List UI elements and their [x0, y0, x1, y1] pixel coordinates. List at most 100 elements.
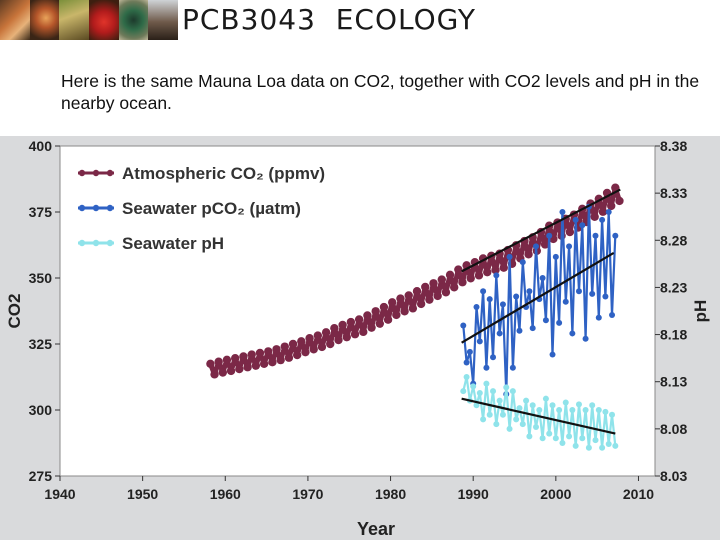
atmospheric-trend-line — [461, 188, 621, 273]
y-tick-label: 325 — [29, 336, 53, 352]
data-point-pco2 — [483, 364, 490, 371]
y-tick-label: 300 — [29, 402, 53, 418]
data-point-atmospheric — [590, 212, 599, 221]
data-point-atmospheric — [218, 368, 227, 377]
data-point-pco2 — [546, 232, 553, 239]
x-tick-label: 1970 — [292, 486, 323, 502]
data-point-atmospheric — [359, 327, 368, 337]
data-point-atmospheric — [259, 359, 269, 368]
y-axis-right-label: pH — [691, 300, 710, 323]
data-point-atmospheric — [371, 307, 380, 316]
data-point-pco2 — [499, 301, 506, 308]
data-point-atmospheric — [235, 364, 244, 374]
data-point-atmospheric — [429, 279, 438, 288]
data-point-ph — [460, 388, 467, 395]
data-point-atmospheric — [367, 323, 376, 332]
x-tick-label: 1960 — [210, 486, 241, 502]
data-point-pco2 — [529, 325, 536, 332]
data-point-ph — [526, 433, 533, 440]
data-point-atmospheric — [458, 278, 467, 287]
data-point-atmospheric — [239, 352, 248, 361]
data-point-atmospheric — [214, 357, 223, 366]
data-point-atmospheric — [313, 331, 323, 340]
data-point-ph — [509, 388, 516, 395]
course-title: PCB3043 ECOLOGY — [182, 3, 477, 36]
data-point-atmospheric — [491, 265, 500, 275]
data-point-atmospheric — [425, 295, 434, 304]
legend-swatch-dot — [92, 239, 100, 247]
insect-photo — [59, 0, 90, 40]
data-point-ph — [579, 435, 586, 442]
data-point-pco2 — [572, 216, 579, 223]
data-point-atmospheric — [297, 337, 306, 346]
data-point-pco2 — [513, 293, 520, 300]
data-point-atmospheric — [309, 345, 318, 354]
x-tick-label: 2000 — [540, 486, 571, 502]
data-point-ph — [463, 374, 470, 380]
y-right-tick-label: 8.28 — [660, 232, 687, 248]
frog-photo — [89, 0, 119, 40]
data-point-ph — [499, 411, 506, 418]
x-tick-label: 1980 — [375, 486, 406, 502]
data-point-atmospheric — [383, 315, 393, 324]
data-point-atmospheric — [408, 304, 418, 313]
data-point-pco2 — [493, 272, 500, 279]
data-point-ph — [595, 407, 602, 413]
data-point-atmospheric — [598, 207, 608, 216]
data-point-pco2 — [486, 296, 493, 303]
x-tick-label: 1950 — [127, 486, 158, 502]
intro-text: Here is the same Mauna Loa data on CO2, … — [61, 71, 700, 113]
data-point-ph — [496, 397, 503, 404]
data-point-ph — [536, 407, 543, 413]
data-point-atmospheric — [264, 347, 273, 356]
data-point-ph — [599, 444, 606, 451]
chart-frame: 275 300 325 350 375 400 8.03 8.08 8.13 8.18 8.23 8… — [0, 136, 720, 540]
data-point-atmospheric — [338, 320, 347, 330]
data-point-pco2 — [466, 348, 473, 355]
data-point-atmospheric — [334, 335, 343, 345]
data-point-ph — [529, 402, 536, 409]
data-point-ph — [559, 440, 566, 446]
data-point-pco2 — [609, 311, 616, 318]
data-point-atmospheric — [317, 342, 327, 352]
data-point-pco2 — [562, 298, 569, 305]
data-point-atmospheric — [416, 299, 426, 309]
legend-swatch-dot — [78, 239, 86, 247]
data-point-atmospheric — [483, 267, 492, 277]
banner-photo-strip — [0, 0, 179, 40]
data-point-pco2 — [460, 322, 467, 329]
data-point-atmospheric — [392, 310, 401, 320]
data-point-atmospheric — [565, 227, 575, 237]
y-tick-label: 350 — [29, 270, 53, 286]
data-point-pco2 — [566, 243, 573, 250]
bird-photo — [148, 0, 179, 40]
legend-swatch-dot — [106, 169, 114, 177]
data-point-atmospheric — [524, 250, 533, 259]
data-point-atmospheric — [247, 350, 256, 359]
data-point-ph — [473, 402, 480, 409]
data-point-atmospheric — [288, 339, 298, 349]
data-point-pco2 — [526, 288, 533, 295]
data-point-ph — [513, 416, 520, 423]
data-point-atmospheric — [615, 196, 624, 206]
data-point-atmospheric — [206, 359, 215, 368]
x-tick-label: 1990 — [458, 486, 489, 502]
data-point-atmospheric — [441, 288, 451, 297]
data-point-atmospheric — [466, 274, 475, 283]
y-right-tick-label: 8.03 — [660, 468, 687, 484]
data-point-atmospheric — [210, 370, 219, 379]
data-point-pco2 — [506, 253, 513, 260]
data-point-ph — [602, 408, 609, 415]
data-point-ph — [470, 383, 477, 390]
data-point-pco2 — [559, 209, 566, 215]
data-point-atmospheric — [540, 240, 550, 249]
legend-swatch-dot — [78, 204, 86, 212]
data-point-ph — [523, 397, 530, 404]
data-point-atmospheric — [243, 363, 252, 372]
data-point-atmospheric — [326, 339, 335, 349]
data-point-atmospheric — [454, 265, 463, 274]
data-point-pco2 — [533, 243, 539, 250]
data-point-atmospheric — [474, 271, 484, 280]
data-point-ph — [476, 390, 483, 397]
data-point-atmospheric — [321, 328, 331, 337]
